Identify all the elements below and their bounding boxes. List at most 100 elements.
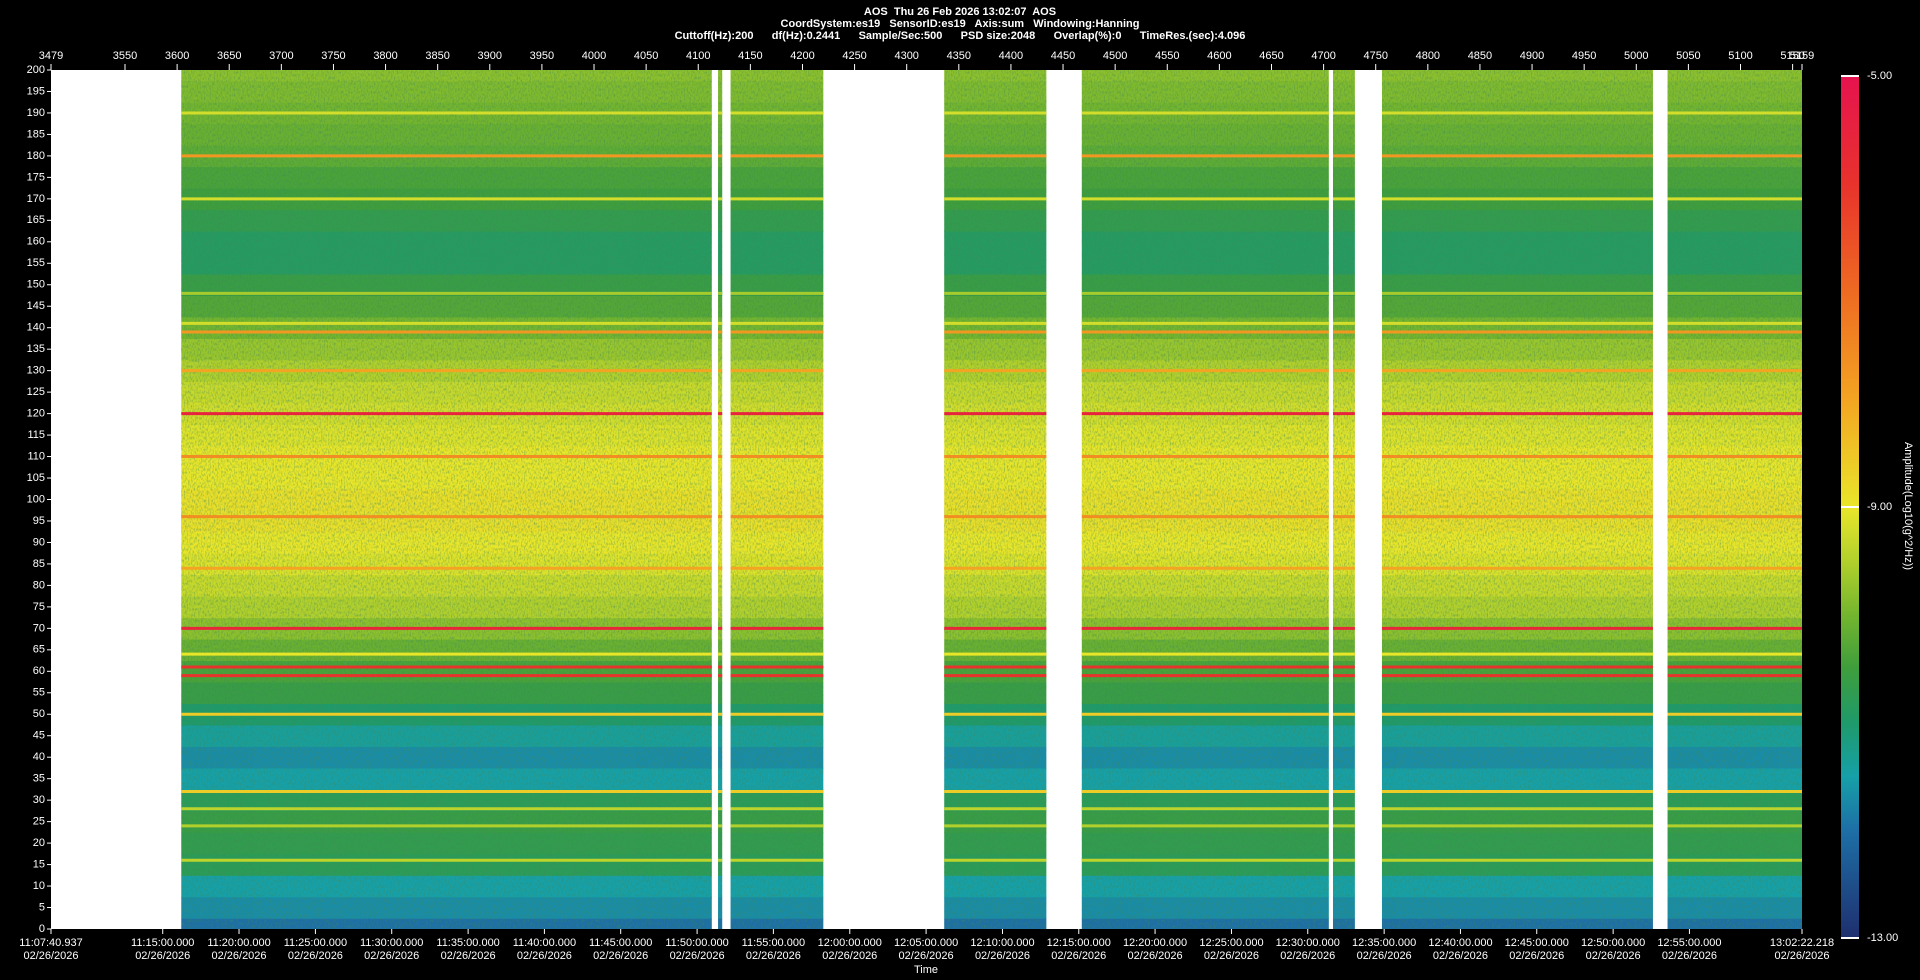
time-tick-date: 02/26/2026 bbox=[135, 950, 190, 962]
time-tick-date: 02/26/2026 bbox=[517, 950, 572, 962]
colorbar-tick-label: -5.00 bbox=[1867, 70, 1892, 82]
y-tick-label: 130 bbox=[27, 365, 45, 377]
x-tick-label: 5000 bbox=[1624, 50, 1648, 62]
x-tick-label: 4300 bbox=[894, 50, 918, 62]
time-tick-label: 12:50:00.000 bbox=[1581, 937, 1645, 949]
time-tick-date: 02/26/2026 bbox=[1204, 950, 1259, 962]
x-tick-label: 3900 bbox=[478, 50, 502, 62]
time-tick-date: 02/26/2026 bbox=[1774, 950, 1829, 962]
time-tick-label: 11:25:00.000 bbox=[284, 937, 347, 949]
time-tick-date: 02/26/2026 bbox=[1280, 950, 1335, 962]
y-tick-label: 95 bbox=[33, 515, 45, 527]
time-tick-label: 12:35:00.000 bbox=[1352, 937, 1416, 949]
x-tick-label: 4950 bbox=[1572, 50, 1596, 62]
x-tick-label: 3750 bbox=[321, 50, 345, 62]
time-tick-label: 12:15:00.000 bbox=[1047, 937, 1111, 949]
y-tick-label: 0 bbox=[39, 923, 45, 935]
time-tick-date: 02/26/2026 bbox=[1586, 950, 1641, 962]
time-tick-date: 02/26/2026 bbox=[1662, 950, 1717, 962]
time-tick-date: 02/26/2026 bbox=[1433, 950, 1488, 962]
x-axis-label: Time bbox=[914, 964, 938, 976]
time-tick-label: 13:02:22.218 bbox=[1770, 937, 1834, 949]
time-tick-label: 11:07:40.937 bbox=[19, 937, 82, 949]
y-tick-label: 15 bbox=[33, 858, 45, 870]
x-tick-label: 3600 bbox=[165, 50, 189, 62]
time-tick-date: 02/26/2026 bbox=[822, 950, 877, 962]
y-tick-label: 55 bbox=[33, 687, 45, 699]
y-tick-label: 60 bbox=[33, 665, 45, 677]
spectrogram-image bbox=[181, 70, 1802, 929]
time-tick-date: 02/26/2026 bbox=[211, 950, 266, 962]
y-tick-label: 100 bbox=[27, 493, 45, 505]
x-tick-label: 4200 bbox=[790, 50, 814, 62]
y-tick-label: 170 bbox=[27, 193, 45, 205]
x-tick-label: 3850 bbox=[425, 50, 449, 62]
x-tick-label: 3550 bbox=[113, 50, 137, 62]
y-tick-label: 200 bbox=[27, 64, 45, 76]
x-tick-label: 5159 bbox=[1790, 50, 1814, 62]
y-tick-label: 50 bbox=[33, 708, 45, 720]
time-tick-label: 12:10:00.000 bbox=[970, 937, 1034, 949]
x-tick-label: 4350 bbox=[947, 50, 971, 62]
y-tick-label: 85 bbox=[33, 558, 45, 570]
x-tick-label: 4150 bbox=[738, 50, 762, 62]
y-tick-label: 35 bbox=[33, 773, 45, 785]
time-tick-date: 02/26/2026 bbox=[364, 950, 419, 962]
x-tick-label: 5100 bbox=[1728, 50, 1752, 62]
time-tick-date: 02/26/2026 bbox=[23, 950, 78, 962]
time-tick-label: 12:30:00.000 bbox=[1276, 937, 1340, 949]
time-tick-label: 11:20:00.000 bbox=[207, 937, 270, 949]
x-tick-label: 4800 bbox=[1416, 50, 1440, 62]
x-tick-label: 4100 bbox=[686, 50, 710, 62]
x-tick-label: 4500 bbox=[1103, 50, 1127, 62]
colorbar-tick-label: -9.00 bbox=[1867, 501, 1892, 513]
time-tick-date: 02/26/2026 bbox=[593, 950, 648, 962]
y-tick-label: 45 bbox=[33, 730, 45, 742]
y-tick-label: 80 bbox=[33, 579, 45, 591]
x-tick-label: 4650 bbox=[1259, 50, 1283, 62]
y-tick-label: 90 bbox=[33, 536, 45, 548]
x-tick-label: 4250 bbox=[842, 50, 866, 62]
colorbar-tick-label: -13.00 bbox=[1867, 932, 1898, 944]
y-tick-label: 30 bbox=[33, 794, 45, 806]
y-tick-label: 160 bbox=[27, 236, 45, 248]
x-tick-label: 4450 bbox=[1051, 50, 1075, 62]
x-tick-label: 3950 bbox=[530, 50, 554, 62]
x-tick-label: 4050 bbox=[634, 50, 658, 62]
x-tick-label: 3800 bbox=[373, 50, 397, 62]
time-tick-date: 02/26/2026 bbox=[670, 950, 725, 962]
y-tick-label: 165 bbox=[27, 214, 45, 226]
y-tick-label: 5 bbox=[39, 901, 45, 913]
x-tick-label: 4550 bbox=[1155, 50, 1179, 62]
x-tick-label: 5050 bbox=[1676, 50, 1700, 62]
time-tick-date: 02/26/2026 bbox=[746, 950, 801, 962]
y-tick-label: 105 bbox=[27, 472, 45, 484]
y-tick-label: 190 bbox=[27, 107, 45, 119]
y-tick-label: 20 bbox=[33, 837, 45, 849]
time-tick-label: 11:30:00.000 bbox=[360, 937, 423, 949]
time-tick-date: 02/26/2026 bbox=[288, 950, 343, 962]
y-tick-label: 180 bbox=[27, 150, 45, 162]
y-tick-label: 40 bbox=[33, 751, 45, 763]
time-tick-label: 11:15:00.000 bbox=[131, 937, 194, 949]
y-tick-label: 155 bbox=[27, 257, 45, 269]
time-tick-label: 11:35:00.000 bbox=[436, 937, 499, 949]
title-line: Cuttoff(Hz):200 df(Hz):0.2441 Sample/Sec… bbox=[675, 30, 1246, 42]
time-tick-label: 12:20:00.000 bbox=[1123, 937, 1187, 949]
time-tick-label: 12:25:00.000 bbox=[1199, 937, 1263, 949]
x-tick-label: 3650 bbox=[217, 50, 241, 62]
y-tick-label: 175 bbox=[27, 171, 45, 183]
time-tick-date: 02/26/2026 bbox=[441, 950, 496, 962]
time-tick-label: 12:40:00.000 bbox=[1428, 937, 1492, 949]
y-tick-label: 110 bbox=[27, 450, 45, 462]
y-tick-label: 10 bbox=[33, 880, 45, 892]
time-tick-label: 11:40:00.000 bbox=[513, 937, 576, 949]
title-line: CoordSystem:es19 SensorID:es19 Axis:sum … bbox=[781, 18, 1140, 30]
x-tick-label: 3700 bbox=[269, 50, 293, 62]
x-tick-label: 5150 bbox=[1780, 50, 1804, 62]
y-tick-label: 65 bbox=[33, 644, 45, 656]
time-tick-label: 11:45:00.000 bbox=[589, 937, 652, 949]
colorbar-label: Amplitude(Log10(g^2/Hz)) bbox=[1902, 442, 1914, 570]
